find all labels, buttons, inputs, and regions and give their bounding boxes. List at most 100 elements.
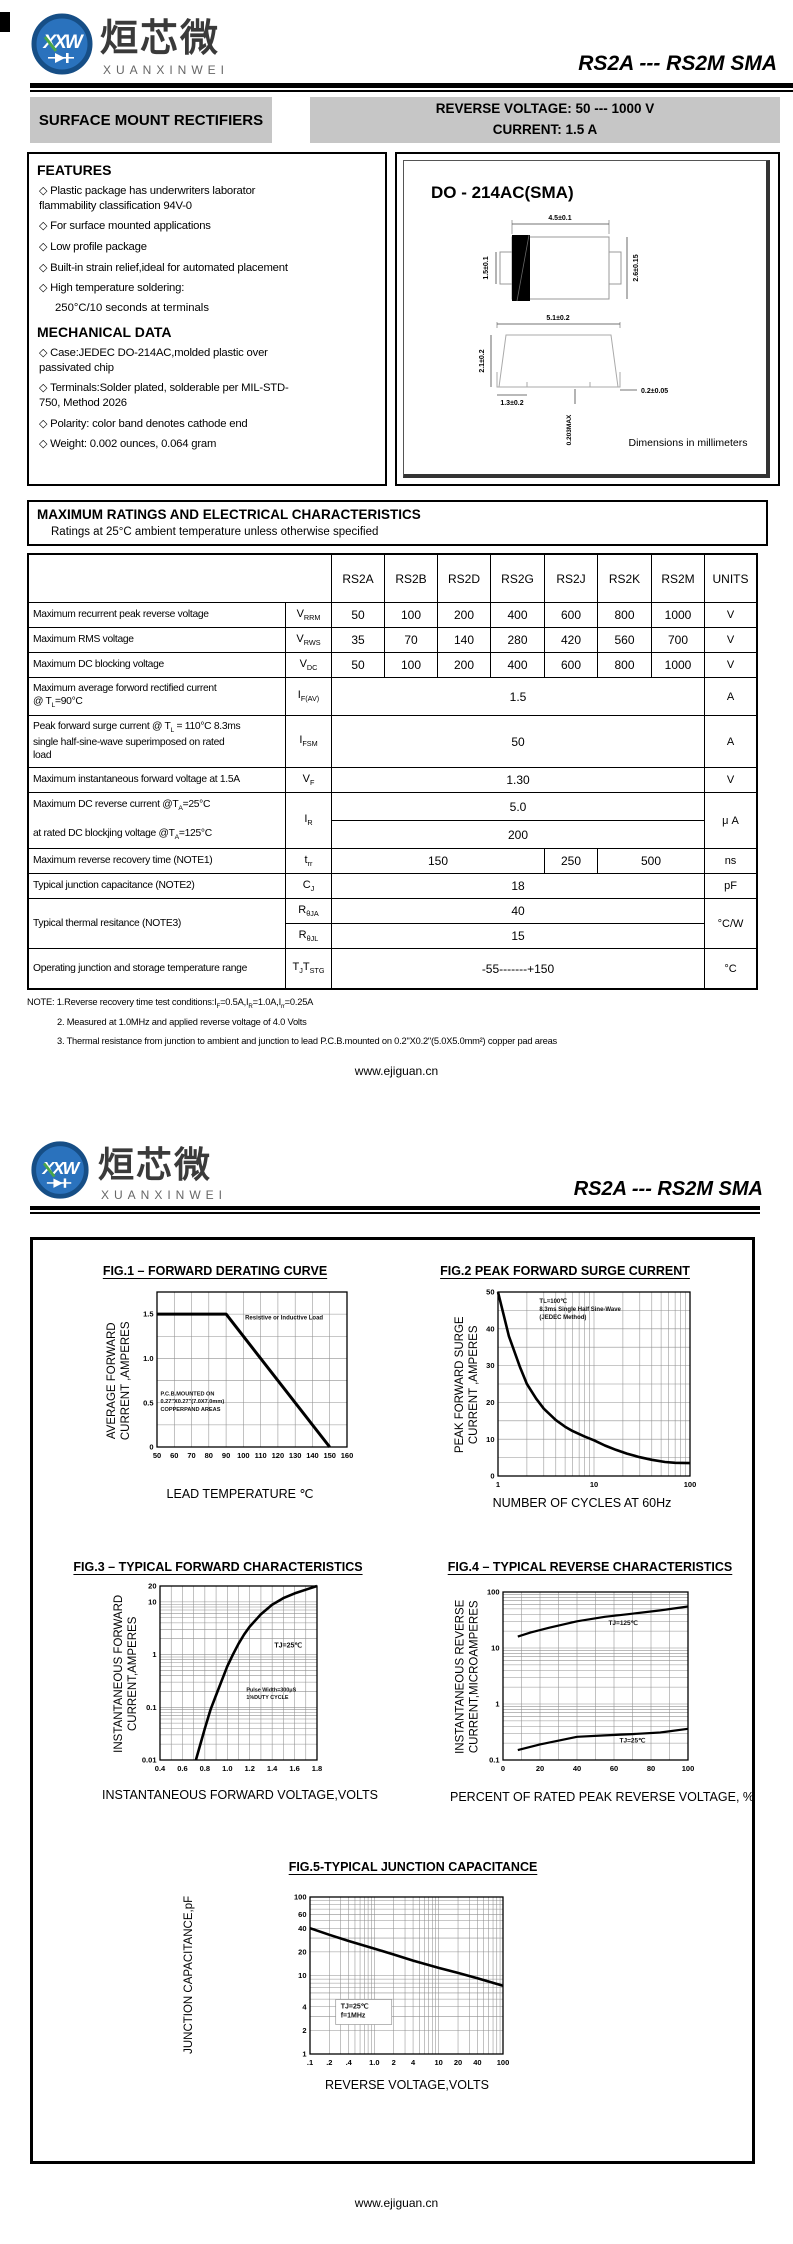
divider bbox=[30, 83, 793, 88]
svg-text:Resistive or Inductive Load: Resistive or Inductive Load bbox=[245, 1315, 323, 1321]
dim-toe: 0.2±0.05 bbox=[641, 388, 668, 395]
figure-3: FIG.3 – TYPICAL FORWARD CHARACTERISTICS … bbox=[73, 1552, 378, 1808]
column-header: RS2G bbox=[490, 554, 545, 603]
divider bbox=[30, 1206, 760, 1210]
table-cell: Peak forward surge current @ TL = 110°C … bbox=[28, 715, 286, 768]
table-cell: 200 bbox=[331, 820, 705, 849]
table-cell: A bbox=[704, 677, 757, 716]
table-row: Maximum average forword rectified curren… bbox=[28, 677, 757, 716]
note-line: 3. Thermal resistance from junction to a… bbox=[57, 1036, 557, 1047]
table-cell: IF(AV) bbox=[285, 677, 332, 716]
table-cell: 15 bbox=[331, 923, 705, 949]
table-row: Typical thermal resitance (NOTE3) RθJA 40 °… bbox=[28, 898, 757, 949]
fig3-plot: 0.4 0.6 0.8 1.0 1.2 1.4 1.6 1.8 0.01 0.1 1 10 20 TJ=2… bbox=[122, 1576, 331, 1787]
svg-text:1.8: 1.8 bbox=[312, 1764, 322, 1773]
svg-text:80: 80 bbox=[647, 1764, 655, 1773]
dimensions-note: Dimensions in millimeters bbox=[628, 437, 747, 449]
ratings-subtitle: Ratings at 25°C ambient temperature unle… bbox=[51, 526, 379, 538]
feature-item: Low profile package bbox=[39, 240, 377, 255]
part-number: RS2A --- RS2M SMA bbox=[573, 1178, 763, 1200]
part-number: RS2A --- RS2M SMA bbox=[578, 52, 777, 75]
svg-text:Pulse Width=300μS: Pulse Width=300μS bbox=[246, 1687, 296, 1693]
dim-lead-length: 1.3±0.2 bbox=[500, 400, 523, 407]
svg-text:100: 100 bbox=[237, 1451, 250, 1460]
svg-text:60: 60 bbox=[298, 1910, 306, 1919]
svg-text:.2: .2 bbox=[326, 2058, 332, 2067]
svg-text:1.0: 1.0 bbox=[369, 2058, 379, 2067]
table-cell: 1.30 bbox=[331, 767, 705, 793]
svg-text:10: 10 bbox=[434, 2058, 442, 2067]
svg-text:20: 20 bbox=[148, 1582, 156, 1591]
fig5-title: FIG.5-TYPICAL JUNCTION CAPACITANCE bbox=[288, 1860, 538, 1874]
fig2-chart: 1 10 100 0 10 20 30 40 50 TL=100℃ 8.3ms Single Hal… bbox=[486, 1288, 697, 1489]
fig5-y-axis-label: JUNCTION CAPACITANCE,pF bbox=[183, 1895, 196, 2054]
column-header: RS2A bbox=[331, 554, 385, 603]
table-cell: 140 bbox=[437, 627, 491, 653]
ratings-table: RS2A RS2B RS2D RS2G RS2J RS2K RS2M UNITS Maximum… bbox=[28, 554, 757, 989]
table-cell: Maximum average forword rectified curren… bbox=[28, 677, 286, 716]
table-cell: CJ bbox=[285, 873, 332, 899]
svg-text:0.27"X0.27"(7.0X7.0mm): 0.27"X0.27"(7.0X7.0mm) bbox=[160, 1399, 224, 1405]
table-cell: Maximum RMS voltage bbox=[28, 627, 286, 653]
table-cell: Maximum DC reverse current @TA=25°C at r… bbox=[28, 792, 286, 849]
table-cell: V bbox=[704, 602, 757, 628]
feature-item: Plastic package has underwriters laborat… bbox=[39, 184, 377, 213]
table-cell: ns bbox=[704, 848, 757, 874]
fig5-plot: .1 .2 .4 1.0 2 4 10 20 40 100 1 2 4 10 20 40 60 100 TJ=25℃… bbox=[272, 1887, 517, 2081]
figures-box bbox=[30, 1237, 755, 2164]
svg-text:TL=100℃: TL=100℃ bbox=[539, 1298, 567, 1305]
footer-url: www.ejiguan.cn bbox=[354, 2196, 439, 2210]
svg-text:4: 4 bbox=[411, 2058, 416, 2067]
svg-text:0.6: 0.6 bbox=[177, 1764, 187, 1773]
table-cell: 150 bbox=[331, 848, 545, 874]
logo-icon: XXW bbox=[31, 1141, 89, 1199]
table-cell: Typical thermal resitance (NOTE3) bbox=[28, 898, 286, 949]
fig4-title: FIG.4 – TYPICAL REVERSE CHARACTERISTICS bbox=[447, 1560, 733, 1574]
table-cell: 400 bbox=[490, 652, 545, 678]
table-header-row: RS2A RS2B RS2D RS2G RS2J RS2K RS2M UNITS bbox=[28, 554, 757, 603]
table-cell: 200 bbox=[437, 602, 491, 628]
feature-item: Built-in strain relief,ideal for automat… bbox=[39, 261, 377, 276]
table-row: Maximum DC blocking voltage VDC 50 100 200 40… bbox=[28, 652, 757, 678]
mech-item: Terminals:Solder plated, solderable per … bbox=[39, 381, 377, 410]
table-cell: Maximum instantaneous forward voltage at… bbox=[28, 767, 286, 793]
svg-text:1: 1 bbox=[496, 1480, 500, 1489]
svg-text:150: 150 bbox=[323, 1451, 336, 1460]
svg-text:30: 30 bbox=[486, 1361, 494, 1370]
dim-body-height: 2.6±0.15 bbox=[633, 254, 640, 281]
svg-text:100: 100 bbox=[684, 1480, 697, 1489]
brand-name-en: XUANXINWEI bbox=[101, 1188, 228, 1202]
fig2-x-axis-label: NUMBER OF CYCLES AT 60Hz bbox=[492, 1496, 672, 1510]
table-row: Maximum instantaneous forward voltage at… bbox=[28, 767, 757, 793]
fig3-title: FIG.3 – TYPICAL FORWARD CHARACTERISTICS bbox=[73, 1560, 363, 1574]
fig1-plot: 50 60 70 80 90 100 110 120 130 140 150 160 0 0.5 1.0 1.… bbox=[119, 1282, 361, 1474]
feature-item: High temperature soldering: bbox=[39, 281, 377, 296]
svg-text:1%DUTY CYCLE: 1%DUTY CYCLE bbox=[246, 1695, 289, 1701]
divider bbox=[30, 1212, 760, 1214]
svg-text:80: 80 bbox=[205, 1451, 213, 1460]
svg-text:20: 20 bbox=[298, 1947, 306, 1956]
dim-body-width: 4.5±0.1 bbox=[548, 215, 571, 222]
svg-text:20: 20 bbox=[454, 2058, 462, 2067]
reverse-voltage-text: REVERSE VOLTAGE: 50 --- 1000 V bbox=[435, 101, 655, 117]
table-cell: 50 bbox=[331, 602, 385, 628]
table-cell: 700 bbox=[651, 627, 705, 653]
package-title: DO - 214AC(SMA) bbox=[431, 183, 574, 202]
table-cell: VF bbox=[285, 767, 332, 793]
svg-text:100: 100 bbox=[682, 1764, 695, 1773]
svg-text:10: 10 bbox=[298, 1971, 306, 1980]
table-row: RθJL 15 bbox=[29, 923, 757, 949]
dim-lead-width: 1.5±0.1 bbox=[483, 256, 490, 279]
svg-text:0.4: 0.4 bbox=[155, 1764, 166, 1773]
svg-text:60: 60 bbox=[170, 1451, 178, 1460]
svg-text:.1: .1 bbox=[307, 2058, 313, 2067]
svg-text:TJ=25℃: TJ=25℃ bbox=[341, 2002, 369, 2010]
svg-text:2: 2 bbox=[302, 2026, 306, 2035]
package-outer-box bbox=[395, 152, 780, 486]
svg-text:0.5: 0.5 bbox=[143, 1398, 153, 1407]
column-header: RS2B bbox=[384, 554, 438, 603]
features-list: Plastic package has underwriters laborat… bbox=[37, 184, 377, 296]
blank-header-cell bbox=[28, 554, 332, 603]
svg-text:8.3ms Single Half Sine-Wave: 8.3ms Single Half Sine-Wave bbox=[539, 1307, 621, 1313]
column-header: RS2K bbox=[597, 554, 652, 603]
